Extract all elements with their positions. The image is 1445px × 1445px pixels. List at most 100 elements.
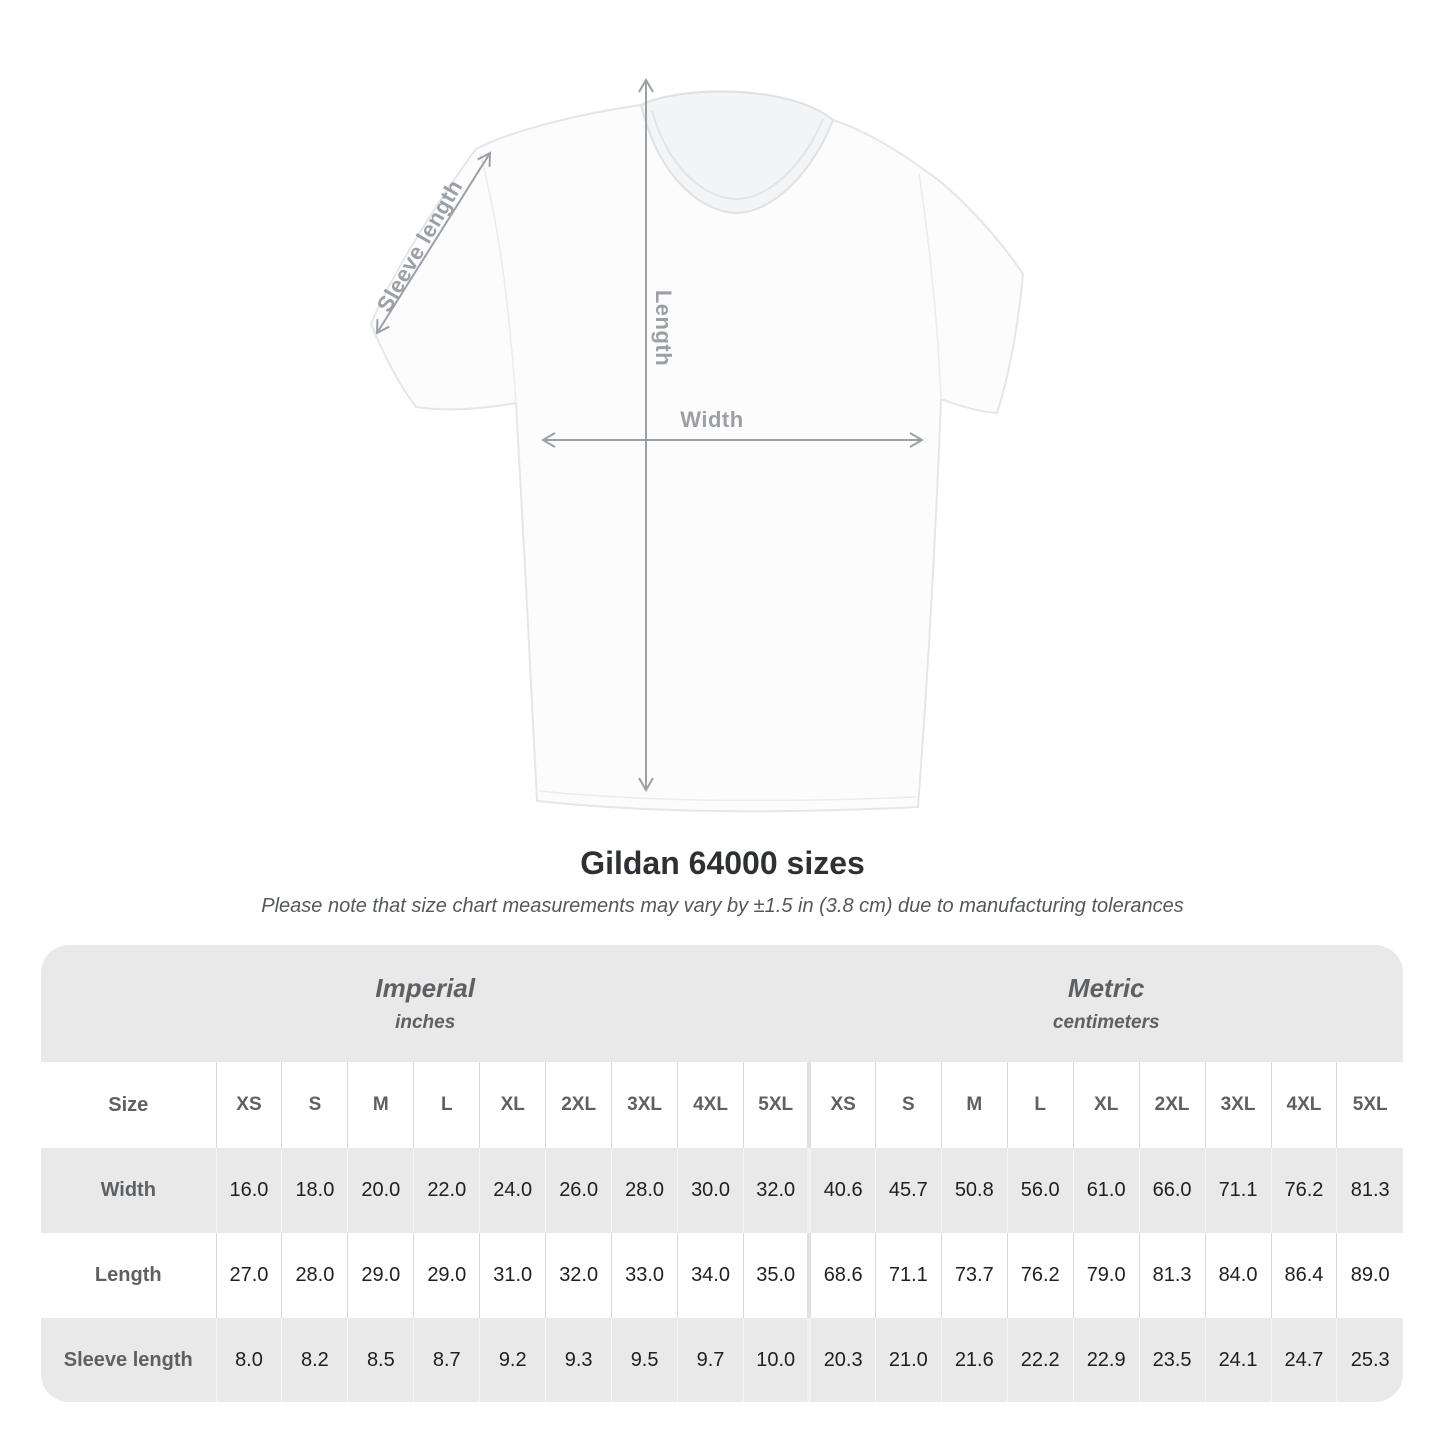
measurement-cell: 23.5 <box>1138 1318 1206 1402</box>
measurement-cell: 68.6 <box>807 1233 876 1318</box>
sleeve-length-arrow <box>375 151 492 335</box>
size-column-header: Size <box>108 1093 149 1116</box>
imperial-group-unit: inches <box>395 1012 456 1033</box>
measurement-cell: 26.0 <box>545 1148 612 1233</box>
measurement-cell: 32.0 <box>743 1148 810 1233</box>
measurement-cell: 20.3 <box>807 1318 876 1402</box>
measurement-cell: 24.1 <box>1204 1318 1271 1402</box>
hem-seam <box>538 790 917 802</box>
measurement-cell: 61.0 <box>1072 1148 1140 1233</box>
measurement-cell: 66.0 <box>1138 1148 1206 1233</box>
metric-group-unit: centimeters <box>1052 1012 1160 1033</box>
size-header-cell: M <box>347 1062 414 1148</box>
size-header-cell: M <box>940 1062 1008 1148</box>
page-title: Gildan 64000 sizes <box>580 845 865 881</box>
size-header-cell: XS <box>215 1062 282 1148</box>
row-label: Width <box>100 1179 156 1201</box>
measurement-cell: 8.7 <box>413 1318 480 1402</box>
size-header-cell: XL <box>1072 1062 1140 1148</box>
measurement-cell: 22.9 <box>1072 1318 1140 1402</box>
size-header-cell: XL <box>479 1062 546 1148</box>
metric-group-header: Metric centimeters <box>809 945 1403 1062</box>
measurement-cell: 33.0 <box>611 1233 678 1318</box>
measurement-cell: 30.0 <box>677 1148 744 1233</box>
size-header-cell: 3XL <box>1204 1062 1271 1148</box>
measurement-cell: 76.2 <box>1270 1148 1337 1233</box>
sleeve-length-row: Sleeve length 8.0 8.2 8.5 8.7 9.2 9.3 9.… <box>41 1318 1403 1402</box>
measurement-cell: 27.0 <box>215 1233 282 1318</box>
measurement-cell: 8.0 <box>215 1318 282 1402</box>
measurement-cell: 8.5 <box>347 1318 414 1402</box>
measurement-cell: 84.0 <box>1204 1233 1271 1318</box>
measurement-cell: 16.0 <box>215 1148 282 1233</box>
tshirt-measurement-diagram: Sleeve length Length Width <box>330 55 1070 825</box>
measurement-cell: 71.1 <box>1204 1148 1271 1233</box>
size-chart: Imperial inches Metric centimeters Size … <box>41 945 1403 1402</box>
tshirt-collar <box>639 90 835 215</box>
imperial-group-header: Imperial inches <box>41 945 810 1062</box>
measurement-cell: 25.3 <box>1336 1318 1403 1402</box>
size-header-cell: 4XL <box>677 1062 744 1148</box>
row-label: Length <box>94 1264 162 1286</box>
measurement-cell: 28.0 <box>611 1148 678 1233</box>
imperial-group-title: Imperial <box>375 973 476 1003</box>
measurement-cell: 22.0 <box>413 1148 480 1233</box>
measurement-cell: 24.0 <box>479 1148 546 1233</box>
measurement-cell: 9.3 <box>545 1318 612 1402</box>
measurement-cell: 81.3 <box>1138 1233 1206 1318</box>
size-header-cell: 2XL <box>545 1062 612 1148</box>
length-row: Length 27.0 28.0 29.0 29.0 31.0 32.0 33.… <box>41 1233 1403 1318</box>
measurement-cell: 29.0 <box>413 1233 480 1318</box>
size-chart-table: Imperial inches Metric centimeters Size … <box>41 945 1403 1402</box>
measurement-cell: 21.0 <box>874 1318 942 1402</box>
measurement-cell: 86.4 <box>1270 1233 1337 1318</box>
measurement-cell: 81.3 <box>1336 1148 1403 1233</box>
measurement-cell: 45.7 <box>874 1148 942 1233</box>
width-label: Width <box>680 407 744 432</box>
measurement-cell: 18.0 <box>281 1148 348 1233</box>
size-header-cell: S <box>281 1062 348 1148</box>
right-sleeve-seam <box>918 172 942 398</box>
measurement-cell: 22.2 <box>1006 1318 1074 1402</box>
tshirt-diagram-svg <box>370 78 1024 813</box>
size-header-cell: 5XL <box>1336 1062 1403 1148</box>
measurement-cell: 10.0 <box>743 1318 810 1402</box>
measurement-cell: 76.2 <box>1006 1233 1074 1318</box>
measurement-cell: 73.7 <box>940 1233 1008 1318</box>
measurement-cell: 79.0 <box>1072 1233 1140 1318</box>
measurement-cell: 20.0 <box>347 1148 414 1233</box>
measurement-cell: 35.0 <box>743 1233 810 1318</box>
measurement-cell: 56.0 <box>1006 1148 1074 1233</box>
measurement-cell: 28.0 <box>281 1233 348 1318</box>
size-header-cell: 5XL <box>743 1062 810 1148</box>
measurement-cell: 21.6 <box>940 1318 1008 1402</box>
length-label: Length <box>651 289 676 367</box>
measurement-cell: 40.6 <box>807 1148 876 1233</box>
measurement-cell: 50.8 <box>940 1148 1008 1233</box>
measurement-cell: 89.0 <box>1336 1233 1403 1318</box>
tolerance-note: Please note that size chart measurements… <box>261 895 1184 917</box>
measurement-cell: 34.0 <box>677 1233 744 1318</box>
size-header-cell: 4XL <box>1270 1062 1337 1148</box>
size-header-cell: 2XL <box>1138 1062 1206 1148</box>
size-header-cell: XS <box>807 1062 876 1148</box>
unit-group-row: Imperial inches Metric centimeters <box>41 945 1403 1062</box>
metric-group-title: Metric <box>1067 973 1145 1003</box>
tshirt-body <box>370 90 1024 813</box>
measurement-cell: 32.0 <box>545 1233 612 1318</box>
width-row: Width 16.0 18.0 20.0 22.0 24.0 26.0 28.0… <box>41 1148 1403 1233</box>
size-header-cell: L <box>413 1062 480 1148</box>
measurement-cell: 24.7 <box>1270 1318 1337 1402</box>
measurement-cell: 9.7 <box>677 1318 744 1402</box>
measurement-cell: 31.0 <box>479 1233 546 1318</box>
measurement-cell: 9.2 <box>479 1318 546 1402</box>
measurement-cell: 29.0 <box>347 1233 414 1318</box>
row-label: Sleeve length <box>63 1349 193 1371</box>
size-header-row: Size XS S M L XL 2XL 3XL 4XL 5XL XS S M … <box>41 1062 1403 1148</box>
size-header-cell: S <box>874 1062 942 1148</box>
measurement-cell: 9.5 <box>611 1318 678 1402</box>
measurement-cell: 8.2 <box>281 1318 348 1402</box>
tshirt-collar-rib <box>651 110 824 201</box>
size-header-cell: 3XL <box>611 1062 678 1148</box>
